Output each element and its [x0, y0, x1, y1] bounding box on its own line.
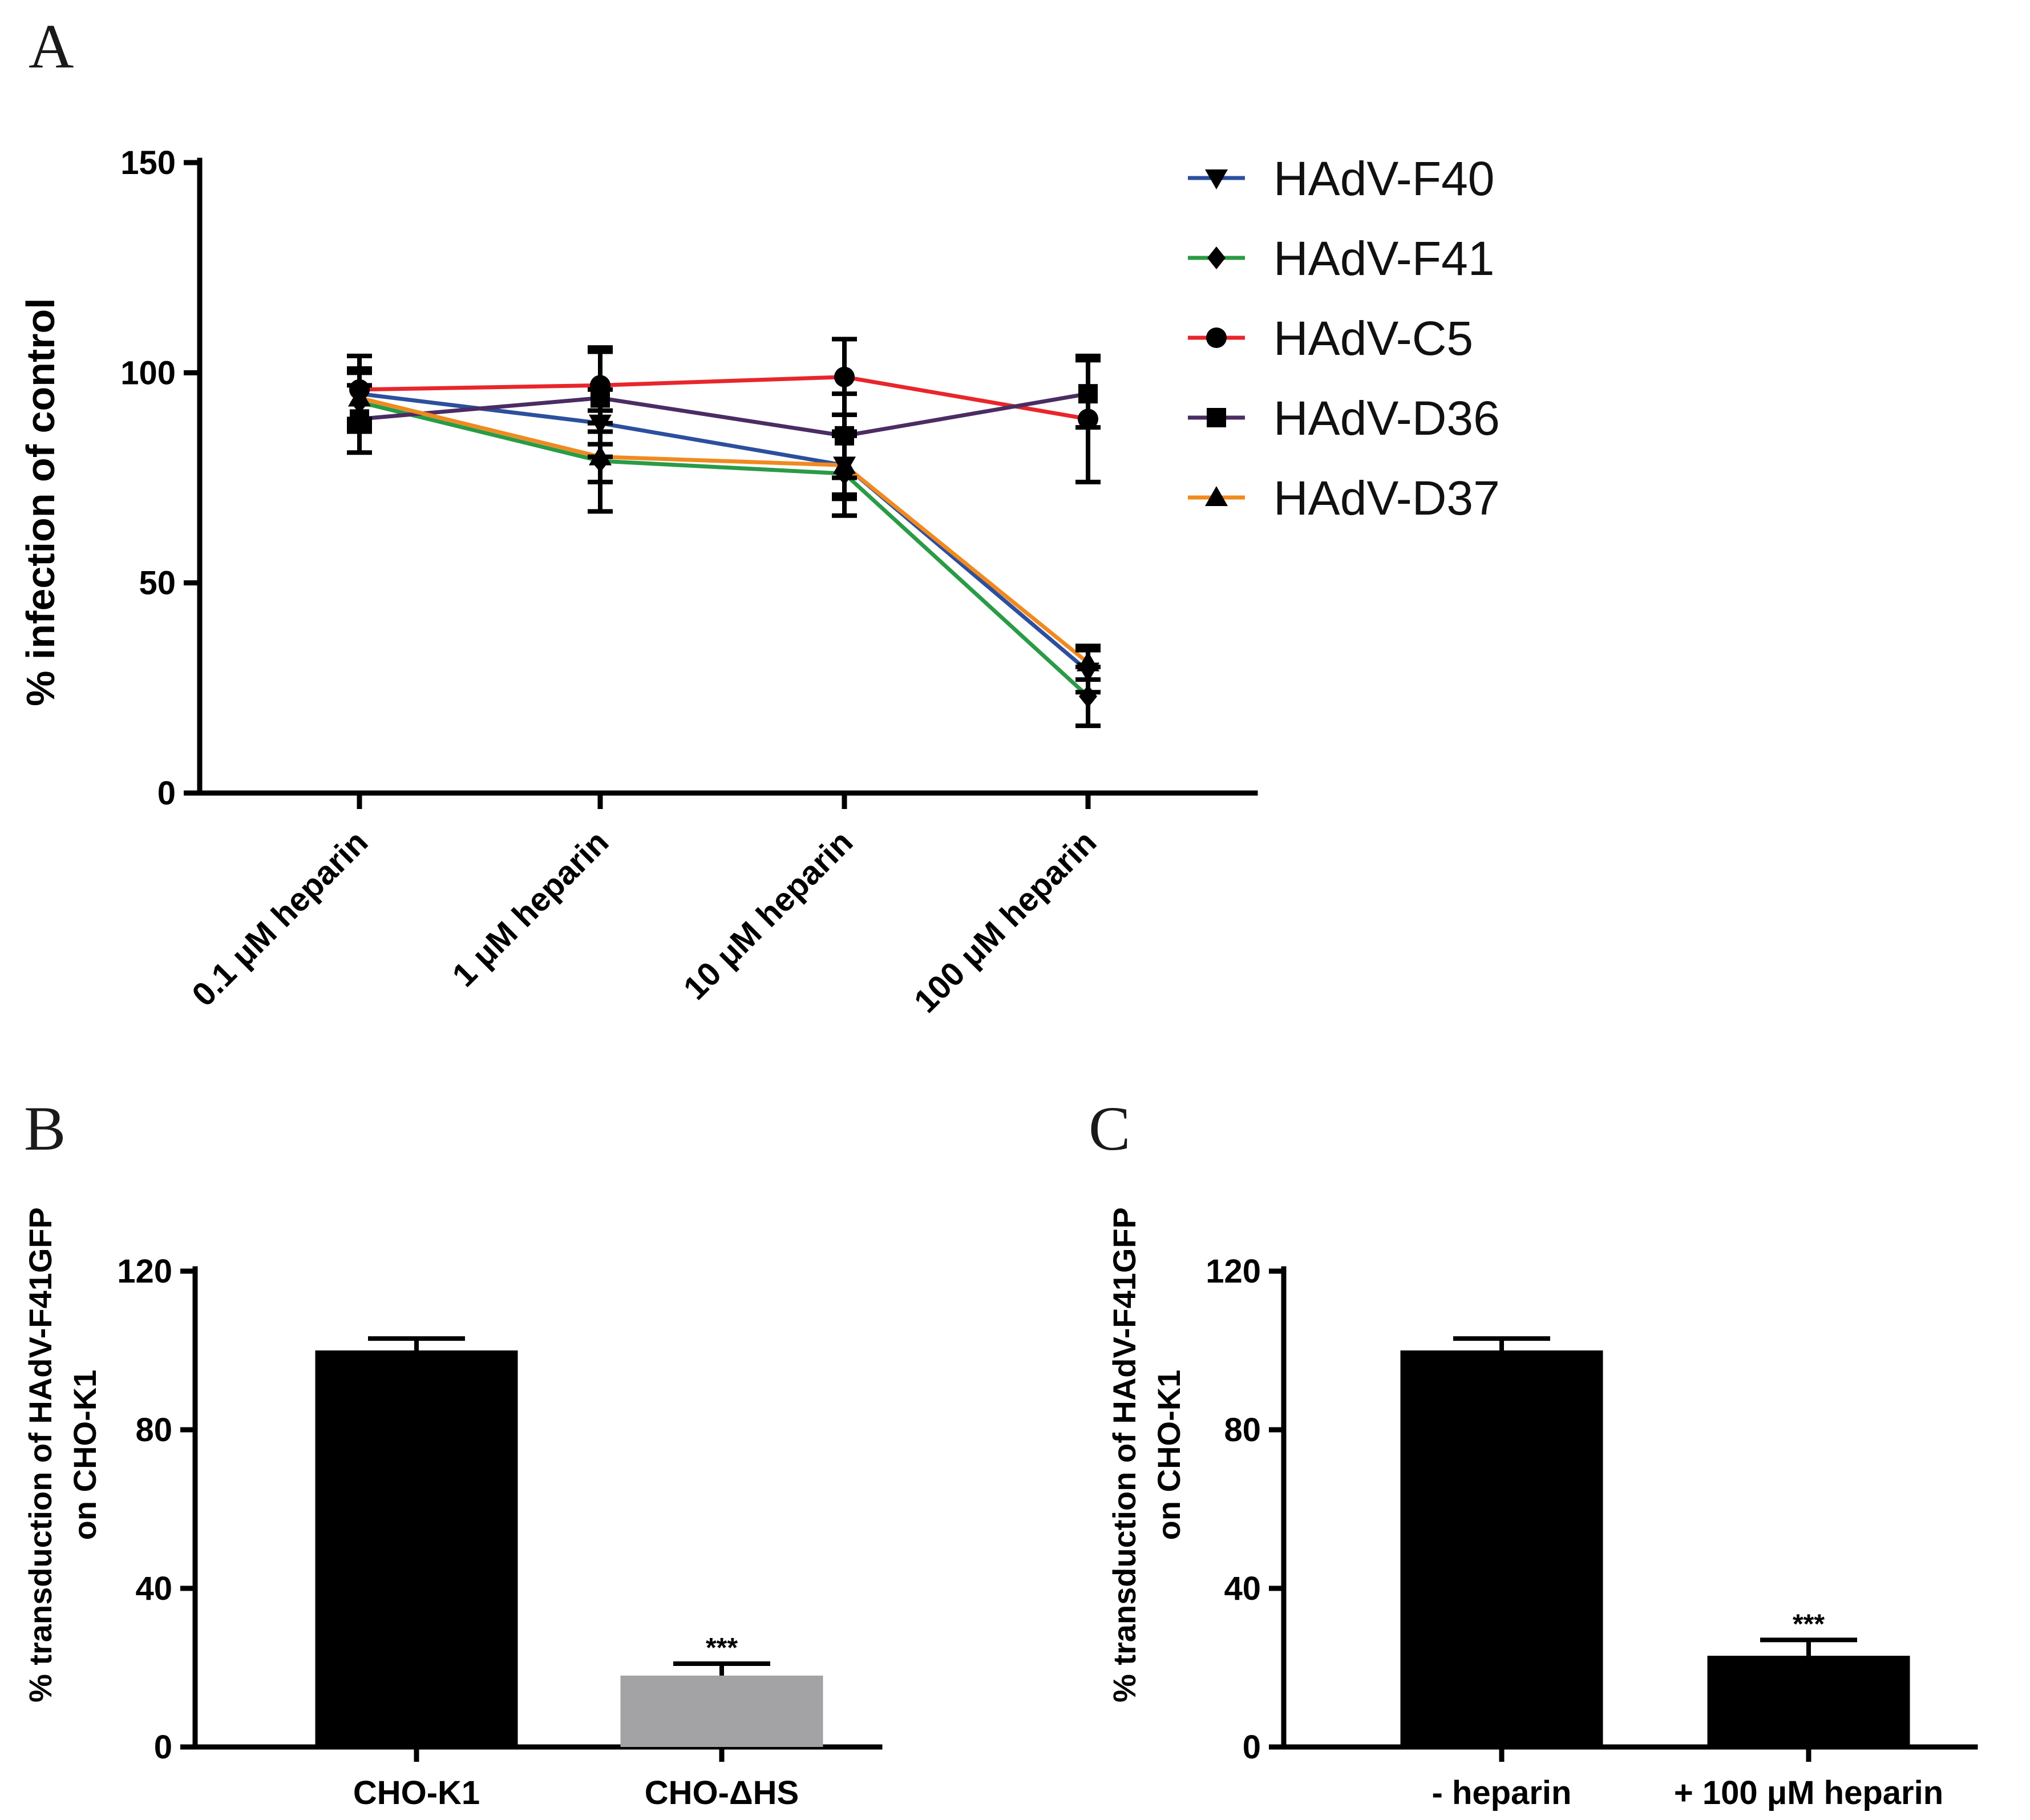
y-tick-label-c: 0	[1243, 1729, 1261, 1766]
data-point	[350, 409, 369, 429]
x-tick-label-b: CHO-ΔHS	[645, 1774, 799, 1811]
y-axis-label-c-line2: on CHO-K1	[1151, 1370, 1187, 1540]
legend-marker	[1205, 486, 1228, 506]
series-line-hadv-c5	[359, 375, 1089, 421]
y-tick-label-b: 80	[135, 1411, 172, 1449]
series-line-hadv-d36	[359, 391, 1089, 438]
y-axis-label-b-line2: on CHO-K1	[67, 1370, 103, 1540]
data-point	[1078, 384, 1098, 404]
data-point	[1078, 409, 1098, 430]
series-line-hadv-f41	[359, 400, 1090, 698]
series-line-hadv-d37	[359, 396, 1090, 665]
bar-c	[1707, 1656, 1910, 1747]
bar-c	[1400, 1350, 1603, 1747]
bar-b	[315, 1350, 518, 1747]
y-tick-label-b: 0	[154, 1729, 172, 1766]
x-tick-label-a: 0.1 μM heparin	[185, 823, 375, 1013]
series-line-hadv-f40	[359, 391, 1090, 673]
bar-chart-c: % transduction of HAdV-F41GFP on CHO-K1 …	[1106, 1207, 1978, 1811]
x-tick-label-a: 1 μM heparin	[445, 823, 616, 994]
legend-label: HAdV-F41	[1273, 232, 1495, 285]
x-tick-label-c: - heparin	[1432, 1774, 1572, 1811]
line-chart-a: % infection of control 0 50 100 150 0.1 μM h…	[18, 144, 1500, 1020]
data-point	[835, 426, 854, 446]
panel-c-label: C	[1089, 1094, 1130, 1163]
bar-chart-b: % transduction of HAdV-F41GFP on CHO-K1 …	[22, 1207, 883, 1811]
data-point	[1077, 651, 1099, 672]
y-tick-label-c: 40	[1224, 1570, 1261, 1607]
data-point	[833, 454, 856, 474]
y-tick-label-b: 120	[117, 1253, 172, 1290]
panel-b-label: B	[24, 1094, 66, 1163]
legend-marker	[1207, 246, 1226, 269]
legend-marker	[1206, 327, 1227, 348]
legend-label: HAdV-D37	[1273, 471, 1500, 525]
data-point	[591, 388, 610, 408]
y-tick-label-a: 50	[139, 565, 176, 602]
bar-b	[620, 1675, 823, 1747]
data-point	[1079, 685, 1097, 708]
y-tick-label-a: 150	[120, 144, 176, 181]
y-tick-label-a: 100	[120, 354, 176, 391]
y-axis-label-a: % infection of control	[18, 298, 63, 706]
data-point	[348, 386, 371, 407]
data-point	[589, 414, 612, 435]
legend-label: HAdV-C5	[1273, 312, 1473, 365]
y-tick-label-c: 120	[1206, 1253, 1261, 1290]
data-point	[589, 445, 612, 466]
data-point	[834, 366, 855, 387]
legend-marker	[1205, 169, 1228, 189]
significance-label: ***	[706, 1633, 738, 1663]
legend-label: HAdV-D36	[1273, 391, 1500, 445]
x-tick-label-b: CHO-K1	[353, 1774, 480, 1811]
significance-label: ***	[1793, 1609, 1825, 1639]
y-tick-label-a: 0	[157, 775, 176, 812]
x-tick-label-a: 100 μM heparin	[907, 823, 1104, 1020]
x-tick-label-c: + 100 μM heparin	[1674, 1774, 1943, 1811]
legend-a: HAdV-F40 HAdV-F41 HAdV-C5 HAdV-D36 HAdV-D37	[1188, 152, 1500, 525]
y-axis-label-b-line1: % transduction of HAdV-F41GFP	[22, 1207, 58, 1702]
y-axis-label-c-line1: % transduction of HAdV-F41GFP	[1106, 1207, 1142, 1702]
x-tick-label-a: 10 μM heparin	[676, 823, 860, 1007]
y-tick-label-c: 80	[1224, 1411, 1261, 1449]
legend-marker	[1207, 408, 1226, 427]
y-tick-label-b: 40	[135, 1570, 172, 1607]
panel-a-label: A	[29, 11, 74, 81]
legend-label: HAdV-F40	[1273, 152, 1495, 205]
